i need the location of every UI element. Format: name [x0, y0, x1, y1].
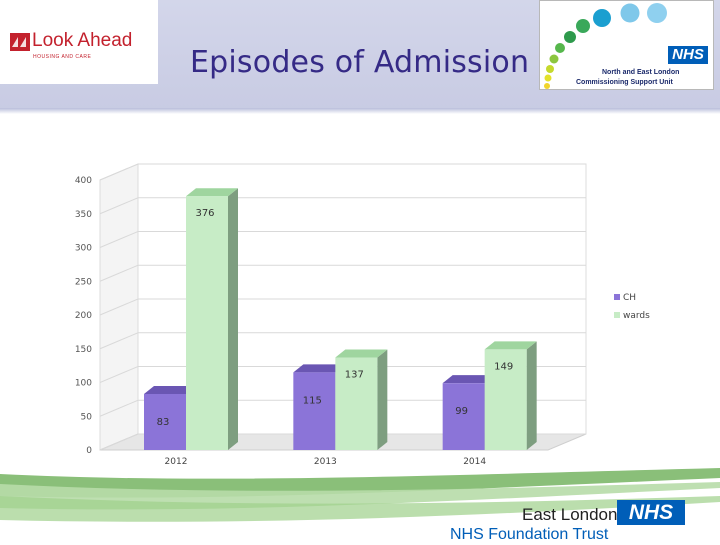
bar-side-wards-2014: [526, 341, 537, 450]
bar-top-wards-2014: [484, 341, 537, 350]
ne-london-csu-logo: NHS North and East London Commissioning …: [539, 0, 714, 90]
y-tick-label: 100: [75, 379, 92, 389]
bar-wards-2012: [186, 196, 228, 450]
gridline: [99, 163, 586, 181]
look-ahead-mark-icon: [10, 33, 30, 51]
y-tick-label: 200: [75, 311, 92, 321]
data-label: 83: [157, 417, 170, 428]
look-ahead-name: Look Ahead: [32, 30, 133, 51]
data-label: 376: [195, 208, 214, 219]
y-tick-label: 400: [75, 176, 92, 186]
y-tick-label: 250: [75, 277, 92, 287]
bar-wards-2014: [484, 349, 527, 450]
gridline: [99, 366, 586, 383]
bar-top-wards-2013: [335, 349, 388, 358]
bar-side-wards-2013: [377, 349, 388, 450]
bar-CH-2012: [144, 393, 186, 450]
x-tick-label: 2014: [463, 457, 486, 467]
east-london-text: East London: [522, 505, 618, 524]
nhs-badge: NHS: [668, 46, 708, 64]
y-tick-label: 350: [75, 210, 92, 220]
data-label: 99: [455, 406, 468, 417]
gridline: [99, 433, 586, 451]
footer: [0, 468, 720, 540]
gridline: [99, 197, 586, 215]
nhs-foundation-trust-text: NHS Foundation Trust: [450, 526, 609, 543]
gridline: [99, 298, 586, 316]
legend-label: wards: [623, 311, 650, 321]
gridline: [99, 231, 586, 248]
gridline: [99, 332, 586, 350]
bar-top-CH-2014: [442, 375, 495, 384]
ne-london-line2: Commissioning Support Unit: [576, 79, 673, 86]
y-tick-label: 50: [81, 412, 93, 422]
bar-top-CH-2013: [293, 364, 346, 373]
y-tick-label: 150: [75, 345, 92, 355]
legend-label: CH: [623, 293, 636, 303]
x-tick-label: 2013: [314, 457, 337, 467]
bar-CH-2013: [293, 372, 336, 450]
y-tick-label: 300: [75, 244, 92, 254]
y-tick-label: 0: [86, 446, 92, 456]
bar-chart: 0 50 100 150 200 250 300 350 400 83 376 2012 115 137 2…: [75, 163, 650, 467]
x-tick-label: 2012: [165, 457, 188, 467]
data-label: 149: [494, 361, 513, 372]
footer-swoosh: [0, 468, 720, 522]
header-band-edge: [0, 108, 720, 114]
data-label: 115: [303, 395, 322, 406]
dots-graphic-icon: [544, 3, 667, 89]
east-london-nhs-badge: NHS: [617, 500, 685, 525]
bar-wards-2013: [335, 357, 378, 450]
legend-swatch-CH: [614, 294, 620, 300]
gridline: [99, 399, 586, 417]
legend-swatch-wards: [614, 312, 620, 318]
look-ahead-tagline: HOUSING AND CARE: [33, 54, 92, 60]
bar-top-CH-2012: [144, 385, 196, 394]
slide-title: Episodes of Admission: [190, 45, 530, 80]
chart-area: 0 50 100 150 200 250 300 350 400 83 376 2012 115 137 2…: [0, 114, 720, 470]
gridline: [99, 264, 586, 282]
data-label: 137: [345, 370, 364, 381]
look-ahead-logo: Look Ahead HOUSING AND CARE: [0, 0, 158, 84]
bar-CH-2014: [442, 383, 485, 450]
ne-london-line1: North and East London: [602, 69, 680, 76]
bar-top-wards-2012: [186, 188, 238, 197]
bar-side-wards-2012: [228, 188, 238, 450]
